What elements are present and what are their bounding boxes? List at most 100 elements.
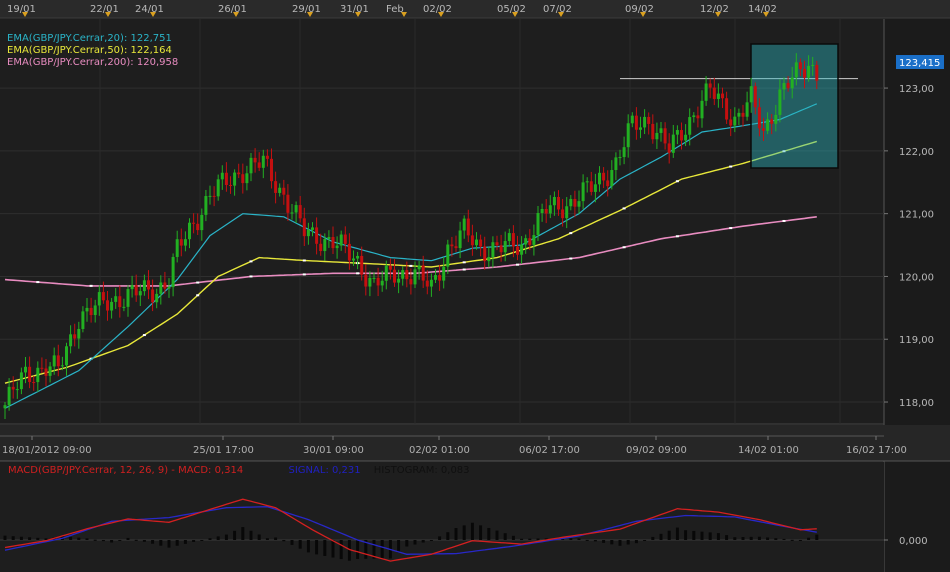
candle-body bbox=[712, 87, 716, 99]
candle-body bbox=[692, 115, 696, 118]
candle-body bbox=[388, 265, 392, 270]
date-marker-icon bbox=[233, 12, 239, 17]
candle-body bbox=[114, 296, 118, 302]
time-axis-label: 06/02 17:00 bbox=[519, 445, 580, 456]
candle-body bbox=[163, 282, 167, 289]
candle-body bbox=[700, 100, 704, 119]
histogram-bar bbox=[233, 530, 237, 540]
candle-body bbox=[393, 269, 396, 283]
candle-body bbox=[249, 157, 253, 174]
candle-body bbox=[265, 155, 269, 159]
candle-body bbox=[618, 157, 622, 159]
candle-body bbox=[483, 246, 487, 262]
candle-body bbox=[323, 238, 327, 252]
candle-body bbox=[794, 62, 798, 78]
candle-body bbox=[716, 93, 720, 99]
candle-body bbox=[684, 134, 688, 141]
candle-body bbox=[380, 280, 384, 286]
candle-body bbox=[614, 157, 618, 171]
candle-body bbox=[327, 237, 331, 239]
last-price-label: 123,415 bbox=[899, 58, 940, 69]
candle-body bbox=[561, 209, 565, 219]
candle-body bbox=[224, 172, 228, 185]
histogram-bar bbox=[462, 525, 466, 540]
candle-body bbox=[729, 119, 733, 126]
candle-body bbox=[188, 222, 191, 240]
histogram-bar bbox=[438, 536, 442, 540]
candle-body bbox=[569, 198, 573, 207]
histogram-bar bbox=[11, 536, 15, 540]
histogram-bar bbox=[216, 536, 220, 540]
candle-body bbox=[626, 123, 630, 148]
candle-body bbox=[241, 174, 245, 184]
candle-body bbox=[790, 77, 794, 89]
candle-body bbox=[306, 229, 310, 237]
top-date-label: 07/02 bbox=[543, 4, 572, 15]
histogram-bar bbox=[593, 540, 597, 542]
ema200-line-dot bbox=[462, 268, 466, 271]
candle-body bbox=[134, 285, 138, 296]
histogram-bar bbox=[347, 540, 351, 561]
candle-body bbox=[229, 184, 232, 186]
ema50-line-dot bbox=[142, 334, 146, 337]
candle-body bbox=[429, 279, 433, 287]
ema50-line-dot bbox=[462, 261, 466, 264]
candle-body bbox=[516, 246, 519, 255]
candle-body bbox=[69, 334, 73, 347]
histogram-bar bbox=[798, 540, 802, 541]
histogram-bar bbox=[306, 540, 310, 553]
candle-body bbox=[528, 238, 532, 245]
candle-body bbox=[40, 367, 44, 369]
candle-body bbox=[360, 255, 364, 275]
candle-body bbox=[81, 311, 85, 329]
candle-body bbox=[384, 265, 388, 281]
histogram-bar bbox=[446, 532, 450, 540]
ema200-line-dot bbox=[622, 246, 626, 249]
top-date-label: 26/01 bbox=[218, 4, 247, 15]
candle-body bbox=[606, 180, 610, 187]
candle-body bbox=[581, 182, 585, 202]
candle-body bbox=[212, 195, 216, 197]
candle-body bbox=[737, 112, 741, 117]
candle-body bbox=[442, 266, 446, 281]
candle-body bbox=[147, 280, 150, 290]
candle-body bbox=[93, 305, 97, 316]
ema50-line-dot bbox=[302, 259, 306, 262]
candle-body bbox=[204, 196, 208, 215]
histogram-bar bbox=[626, 540, 630, 545]
candle-body bbox=[101, 292, 105, 301]
histogram-bar bbox=[782, 538, 786, 540]
histogram-bar bbox=[151, 540, 155, 544]
candle-body bbox=[499, 245, 503, 253]
ema50-line-dot bbox=[196, 294, 200, 297]
highlight-box[interactable] bbox=[750, 43, 839, 169]
histogram-bar bbox=[323, 540, 327, 556]
histogram-bar bbox=[167, 540, 171, 548]
candle-body bbox=[507, 233, 511, 242]
candle-body bbox=[60, 365, 64, 367]
ema200-line-dot bbox=[675, 235, 679, 238]
candle-body bbox=[118, 296, 122, 308]
candle-body bbox=[347, 243, 351, 261]
candle-body bbox=[356, 255, 360, 259]
macd-title-part: SIGNAL: 0,231 bbox=[289, 465, 361, 476]
candle-body bbox=[138, 291, 142, 296]
candle-body bbox=[803, 69, 806, 78]
candle-body bbox=[577, 201, 581, 207]
candle-body bbox=[749, 86, 753, 103]
histogram-bar bbox=[479, 525, 483, 540]
histogram-bar bbox=[421, 540, 425, 543]
histogram-bar bbox=[454, 528, 458, 540]
candle-body bbox=[233, 172, 237, 186]
histogram-bar bbox=[159, 540, 163, 546]
histogram-bar bbox=[708, 532, 712, 540]
histogram-bar bbox=[700, 531, 704, 540]
candle-body bbox=[220, 172, 224, 180]
histogram-bar bbox=[134, 539, 138, 541]
date-marker-icon bbox=[105, 12, 111, 17]
time-axis-label: 18/01/2012 09:00 bbox=[2, 445, 92, 456]
candle-body bbox=[753, 86, 757, 108]
candle-body bbox=[520, 244, 524, 255]
candle-body bbox=[450, 244, 454, 247]
